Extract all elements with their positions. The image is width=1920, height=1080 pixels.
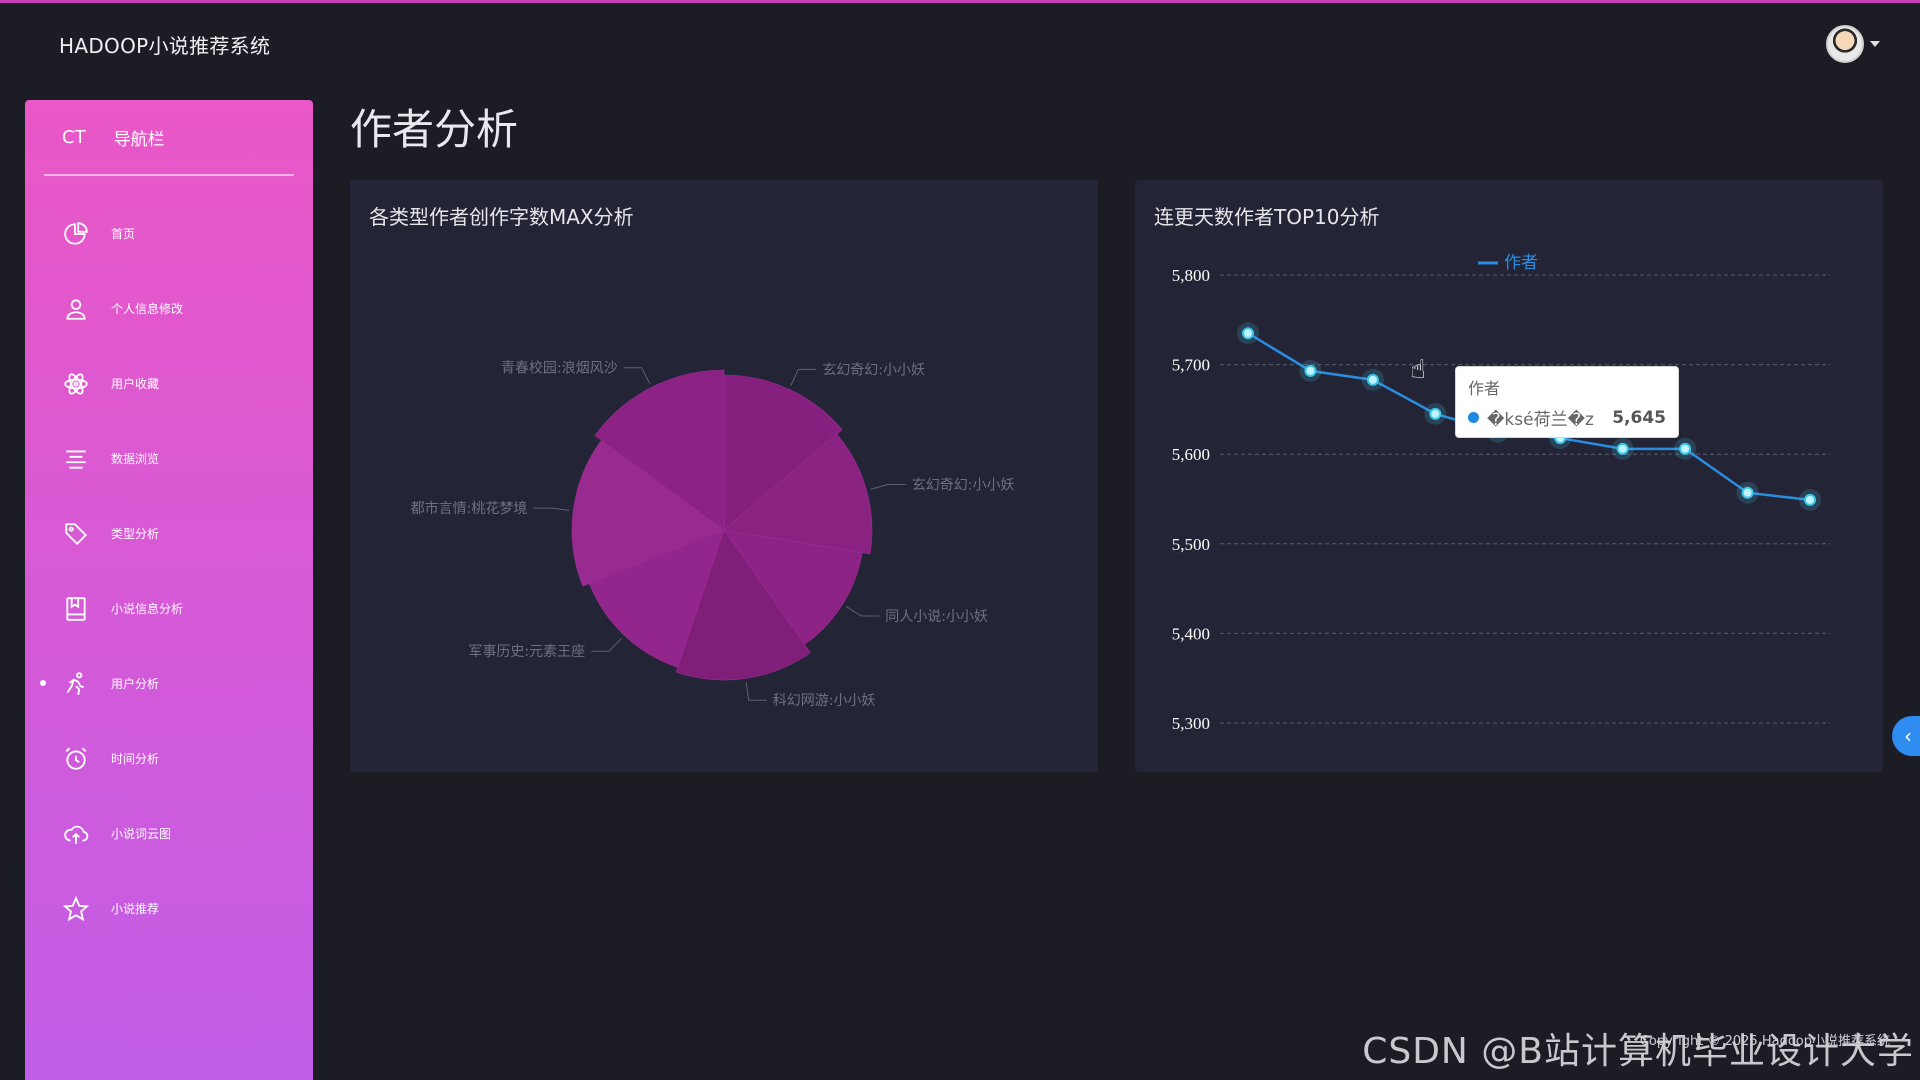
data-point [1242, 327, 1254, 340]
pie-slice [594, 369, 725, 531]
data-point [1804, 493, 1816, 506]
pie-label-line [745, 682, 767, 701]
y-tick-label: 5,400 [1172, 624, 1210, 643]
pie-slice [723, 433, 873, 555]
pie-slice-label: 同人小说:小小妖 [885, 609, 988, 625]
sidebar-item-novel-info[interactable]: 小说信息分析 [25, 571, 313, 646]
book-icon [61, 594, 91, 624]
series-marker [1468, 412, 1479, 423]
star-icon [61, 894, 91, 924]
sidebar-item-label: 首页 [111, 227, 136, 241]
data-point [1616, 442, 1629, 455]
sidebar-ct-logo: CT [62, 126, 86, 148]
pie-label-line [870, 484, 906, 490]
running-person-icon [61, 669, 91, 699]
sidebar-item-label: 数据浏览 [111, 452, 160, 466]
avatar[interactable] [1826, 25, 1864, 63]
y-tick-label: 5,700 [1172, 356, 1210, 375]
sidebar: CT 导航栏 首页 个人信息修改 用户收藏 数据浏览 类型分析 小说信息分析 [25, 100, 313, 1080]
watermark: CSDN @B站计算机毕业设计大学 [1362, 1031, 1914, 1072]
hand-cursor-icon: ☝ [1410, 355, 1426, 385]
chart-title: 各类型作者创作字数MAX分析 [369, 205, 634, 229]
sidebar-item-label: 小说信息分析 [111, 602, 184, 616]
pie-chart-card: 各类型作者创作字数MAX分析 玄幻奇幻:小小妖 玄幻奇幻:小小妖 同人小说:小小妖科… [350, 180, 1098, 772]
sidebar-item-label: 类型分析 [111, 527, 160, 541]
y-tick-label: 5,300 [1172, 714, 1210, 733]
pie-slice-label: 青春校园:浪烟风沙 [501, 360, 618, 377]
page-title: 作者分析 [350, 105, 519, 154]
data-point [1741, 486, 1754, 499]
pie-label-line [623, 367, 651, 384]
sidebar-item-wordcloud[interactable]: 小说词云图 [25, 796, 313, 871]
collapse-toggle-button[interactable]: ‹ [1892, 716, 1920, 756]
pie-slice [723, 529, 863, 645]
active-indicator [40, 680, 46, 686]
data-point [1679, 442, 1692, 455]
sidebar-item-label: 时间分析 [111, 752, 160, 766]
y-tick-label: 5,800 [1172, 266, 1210, 285]
cloud-upload-icon [61, 819, 91, 849]
sidebar-item-home[interactable]: 首页 [25, 196, 313, 271]
pie-slice-label: 玄幻奇幻:小小妖 [912, 477, 1015, 494]
sidebar-item-type-analysis[interactable]: 类型分析 [25, 496, 313, 571]
pie-slice [571, 439, 725, 587]
pie-slice [588, 529, 725, 668]
copyright: Copyright © 2025 Hadoop小说推荐系统 [1639, 1034, 1890, 1049]
sidebar-item-profile[interactable]: 个人信息修改 [25, 271, 313, 346]
legend-label: 作者 [1504, 253, 1538, 273]
pie-label-line [533, 507, 570, 511]
sidebar-item-label: 小说推荐 [111, 902, 160, 916]
pie-slice-label: 军事历史:元素王座 [468, 644, 585, 660]
pie-slice [723, 374, 843, 531]
app-brand[interactable]: HADOOP小说推荐系统 [59, 33, 271, 58]
sidebar-item-label: 小说词云图 [111, 827, 172, 841]
sidebar-item-data-browse[interactable]: 数据浏览 [25, 421, 313, 496]
line-chart: 5,800 5,700 5,600 5,500 5,400 5,300 作者 [1172, 253, 1830, 733]
pie-slice [675, 529, 811, 681]
data-point [1304, 364, 1317, 377]
chevron-down-icon[interactable] [1870, 41, 1880, 47]
pie-slice-label: 玄幻奇幻:小小妖 [822, 361, 925, 378]
pie-slice-label: 都市言情:桃花梦境 [411, 500, 528, 517]
data-point [1429, 407, 1442, 420]
pie-label-line [790, 368, 817, 386]
line-chart-card: 连更天数作者TOP10分析 5,800 5,700 5,600 5,500 5,400 5… [1135, 180, 1883, 772]
pie-chart: 玄幻奇幻:小小妖玄幻奇幻:小小妖同人小说:小小妖科幻网游:小小妖军事历史:元素王… [411, 360, 1015, 710]
pie-label-line [591, 637, 622, 652]
tooltip-row: �ksé荷兰�z 5,645 [1468, 405, 1666, 430]
pie-label-line [845, 606, 880, 617]
tooltip-title: 作者 [1468, 379, 1501, 398]
sidebar-item-label: 用户收藏 [111, 377, 160, 391]
chart-title: 连更天数作者TOP10分析 [1154, 205, 1380, 229]
pie-slice-label: 科幻网游:小小妖 [773, 693, 876, 709]
list-icon [61, 444, 91, 474]
sidebar-item-recommend[interactable]: 小说推荐 [25, 871, 313, 946]
top-accent-line [0, 0, 1920, 3]
y-tick-label: 5,600 [1172, 445, 1210, 464]
sidebar-item-user-analysis[interactable]: 用户分析 [25, 646, 313, 721]
sidebar-item-favorites[interactable]: 用户收藏 [25, 346, 313, 421]
pie-chart-icon [61, 219, 91, 249]
top-header: HADOOP小说推荐系统 [0, 3, 1920, 85]
sidebar-item-label: 个人信息修改 [111, 302, 184, 316]
data-point [1366, 373, 1379, 386]
sidebar-title: 导航栏 [113, 129, 165, 150]
tooltip-name: �ksé荷兰�z [1487, 410, 1594, 430]
sidebar-item-label: 用户分析 [111, 677, 160, 691]
sidebar-item-time-analysis[interactable]: 时间分析 [25, 721, 313, 796]
tag-icon [61, 519, 91, 549]
chart-tooltip: 作者 �ksé荷兰�z 5,645 [1455, 366, 1679, 438]
user-menu[interactable] [1826, 25, 1880, 63]
atom-icon [61, 369, 91, 399]
sidebar-nav: 首页 个人信息修改 用户收藏 数据浏览 类型分析 小说信息分析 用户分析 [25, 176, 313, 946]
alarm-clock-icon [61, 744, 91, 774]
sidebar-header: CT 导航栏 [44, 100, 294, 176]
chevron-left-icon: ‹ [1904, 724, 1912, 748]
user-icon [61, 294, 91, 324]
tooltip-value: 5,645 [1612, 407, 1666, 428]
y-tick-label: 5,500 [1172, 535, 1210, 554]
